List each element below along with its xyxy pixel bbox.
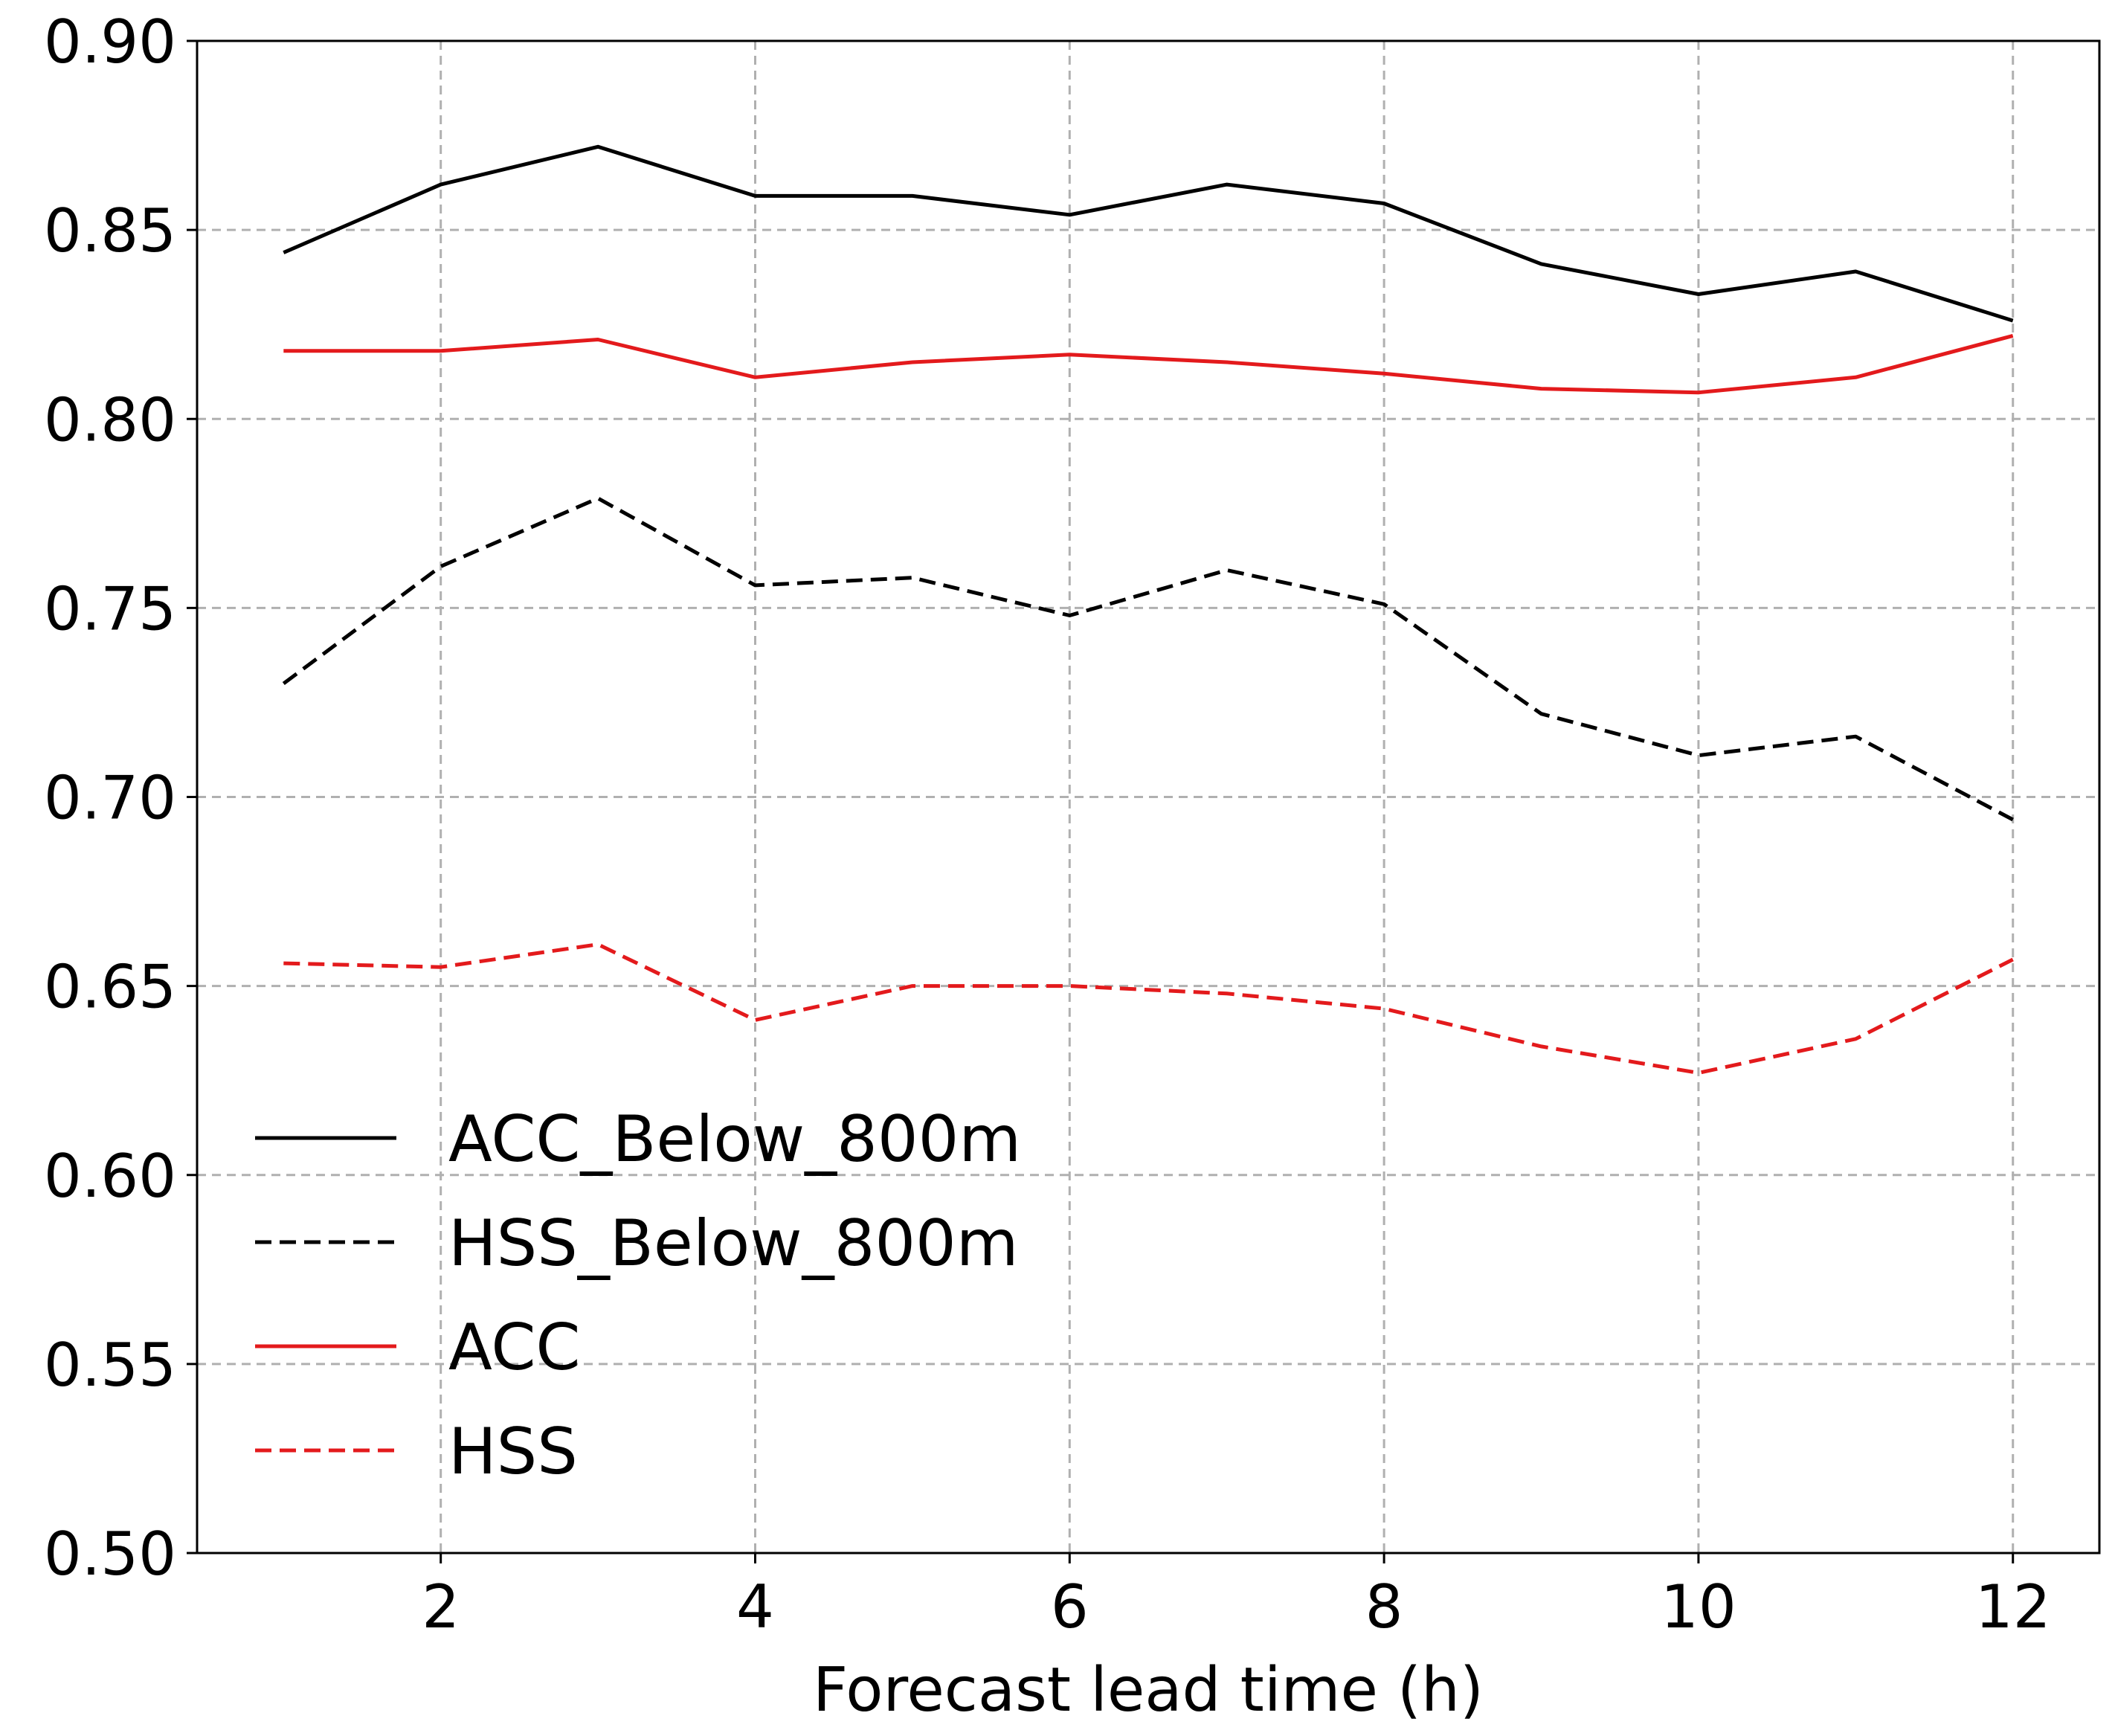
x-axis-label: Forecast lead time (h) (813, 1655, 1484, 1726)
x-tick-label: 4 (736, 1572, 774, 1642)
x-tick-label: 6 (1051, 1572, 1089, 1642)
legend-label: ACC (448, 1311, 580, 1385)
y-tick-label: 0.85 (44, 196, 176, 266)
y-tick-label: 0.80 (44, 385, 176, 454)
x-tick-label: 8 (1365, 1572, 1403, 1642)
y-tick-label: 0.50 (44, 1520, 176, 1589)
y-tick-label: 0.60 (44, 1142, 176, 1211)
legend-label: ACC_Below_800m (448, 1102, 1021, 1177)
y-tick-label: 0.70 (44, 764, 176, 833)
y-tick-label: 0.90 (44, 7, 176, 77)
series-line-acc-below-800m (283, 144, 2014, 323)
x-tick-label: 2 (422, 1572, 460, 1642)
series-line-hss (283, 942, 2014, 1075)
y-tick-label: 0.65 (44, 953, 176, 1022)
x-tick-label: 12 (1975, 1572, 2051, 1642)
legend-label: HSS_Below_800m (448, 1206, 1019, 1281)
series-line-acc (283, 333, 2014, 395)
y-tick-label: 0.75 (44, 574, 176, 643)
y-tick-label: 0.55 (44, 1331, 176, 1400)
legend: ACC_Below_800m HSS_Below_800m ACC HSS (255, 1102, 1021, 1489)
axis-ticks: 2 4 6 8 10 12 0.50 0.55 0.60 0.65 0.70 0.75 0.80 0.85… (44, 7, 2051, 1642)
series-lines (282, 144, 2014, 1075)
series-line-hss-below-800m (282, 496, 2014, 822)
legend-label: HSS (448, 1415, 578, 1489)
x-tick-label: 10 (1661, 1572, 1736, 1642)
